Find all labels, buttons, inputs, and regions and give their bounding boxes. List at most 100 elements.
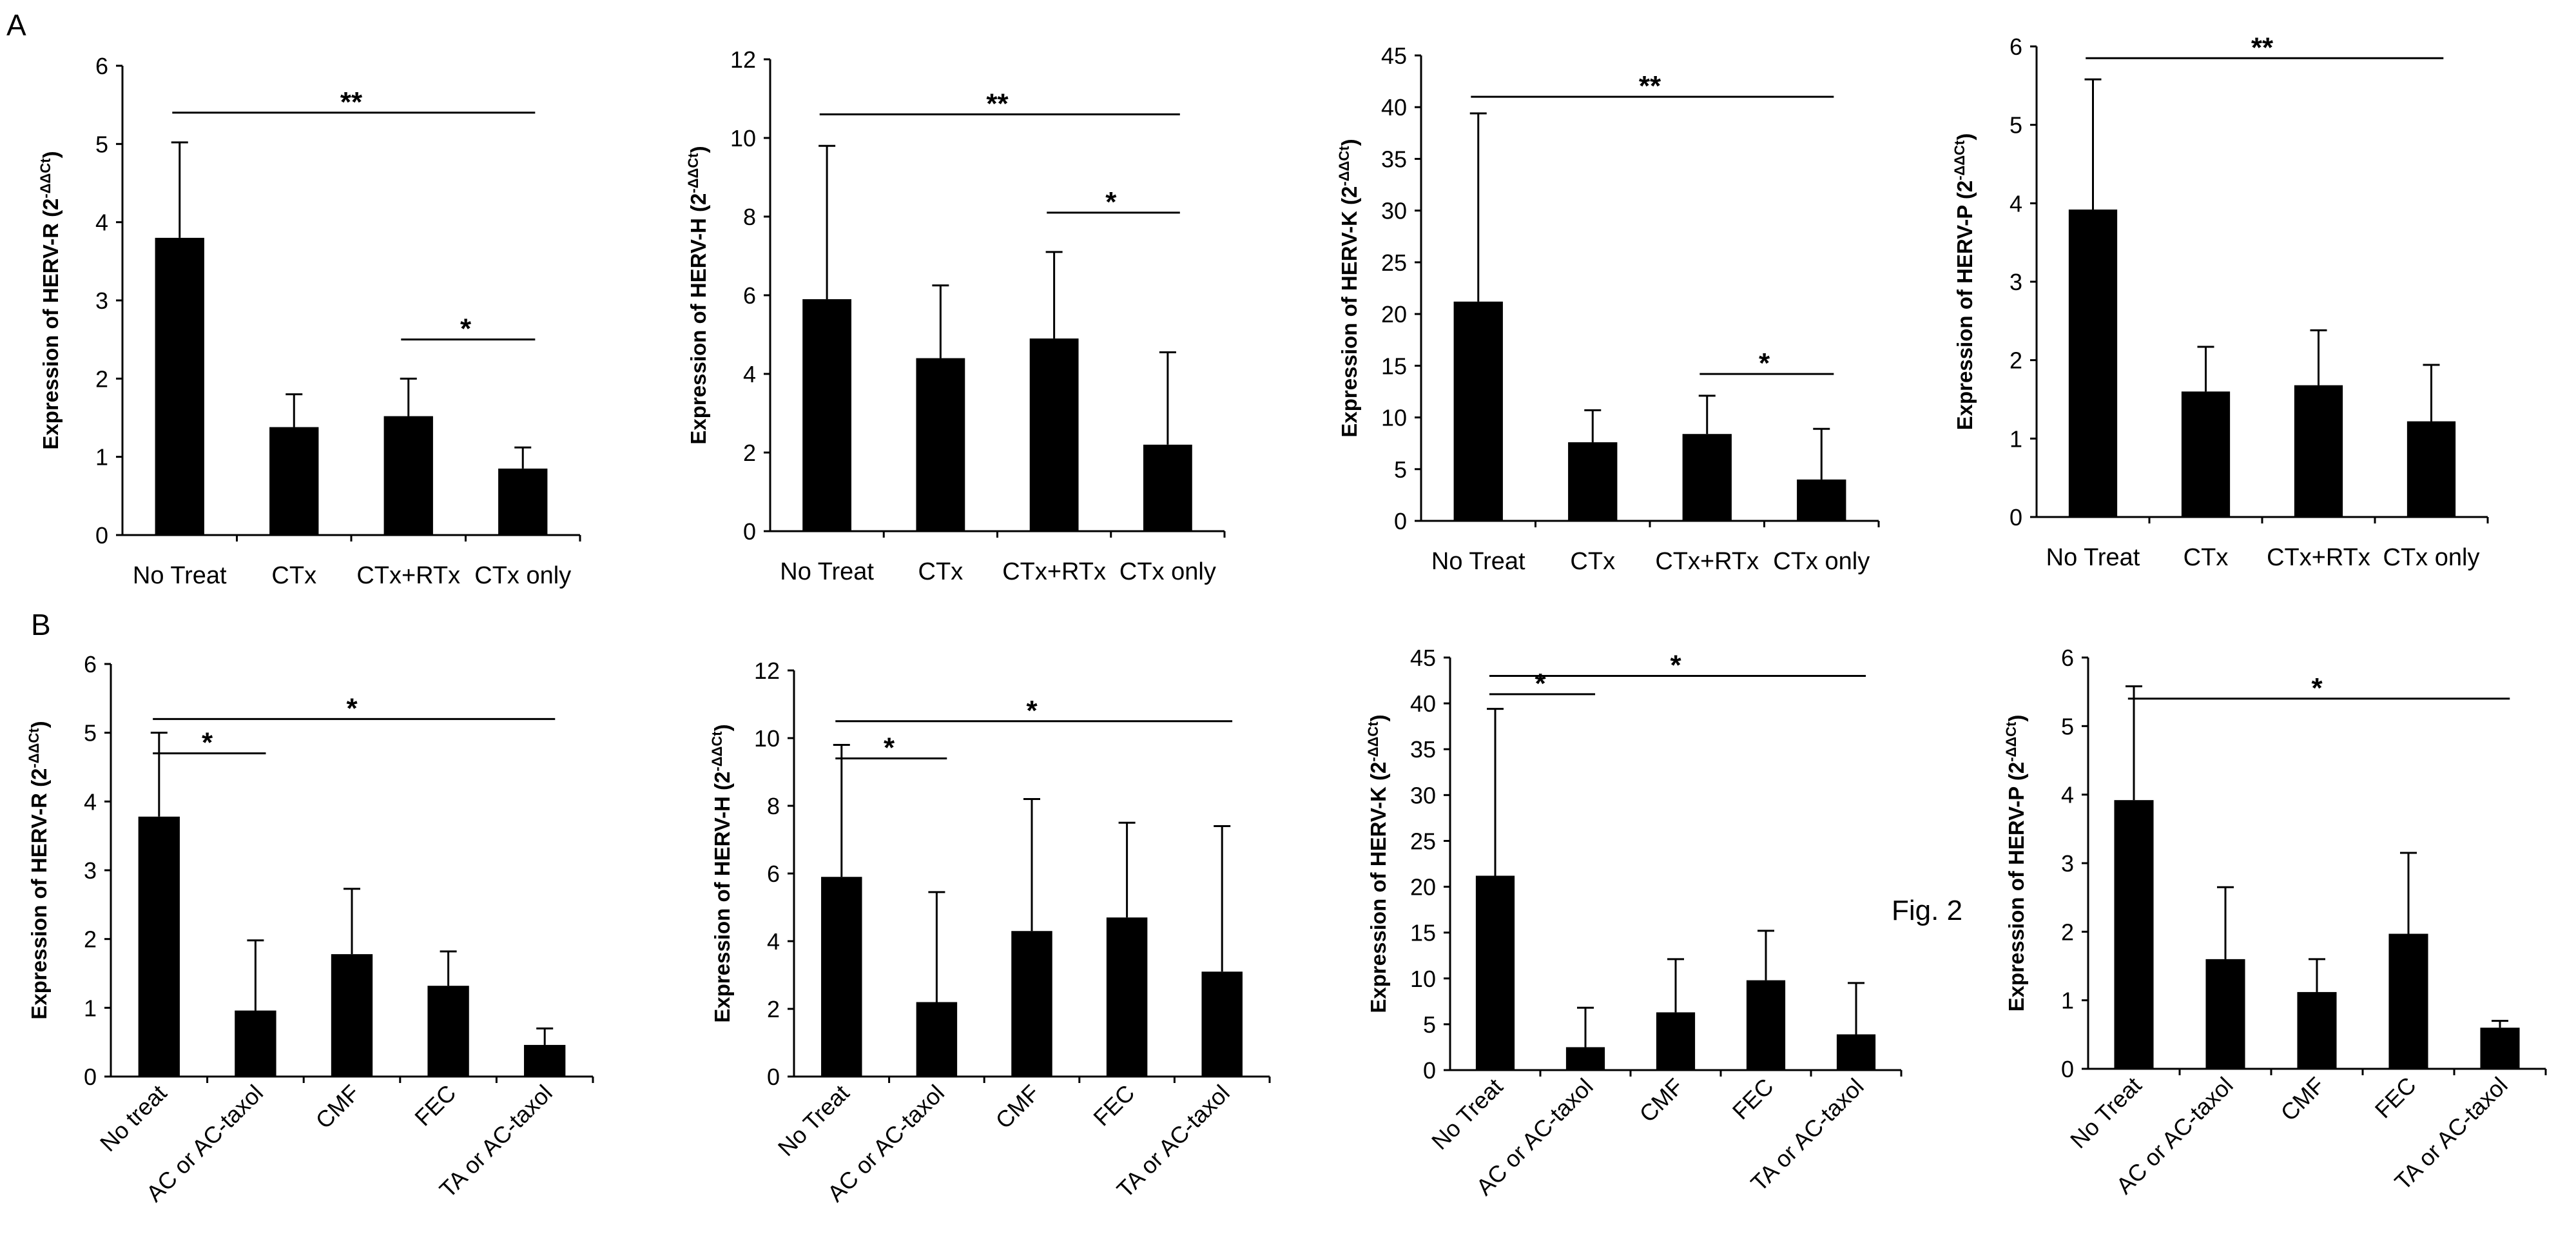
bar (1682, 434, 1732, 521)
y-axis-label-text: Expression of HERV-R (2 (39, 199, 63, 450)
y-axis-label-text: Expression of HERV-R (2 (27, 768, 51, 1020)
y-axis-label-close: ) (1366, 714, 1390, 721)
y-tick-label: 35 (1381, 146, 1407, 172)
y-tick-label: 5 (1394, 456, 1407, 483)
y-axis-label-text: Expression of HERV-H (2 (710, 772, 734, 1023)
y-axis-label-text: Expression of HERV-K (2 (1366, 762, 1390, 1013)
category-label: No Treat (1431, 548, 1525, 575)
y-axis-label-close: ) (1953, 133, 1977, 141)
y-tick-label: 0 (2009, 504, 2022, 531)
y-axis-label-text: Expression of HERV-K (2 (1337, 186, 1361, 438)
bar (802, 299, 852, 531)
y-axis-label: Expression of HERV-P (2-ΔΔCt) (1951, 133, 1977, 431)
bar (524, 1044, 566, 1077)
bar (269, 427, 319, 535)
y-tick-label: 1 (2009, 425, 2022, 452)
y-axis-label: Expression of HERV-R (2-ΔΔCt) (37, 151, 63, 449)
y-tick-label: 12 (754, 658, 780, 684)
y-axis-label-text: Expression of HERV-P (2 (1953, 180, 1977, 431)
y-axis-label: Expression of HERV-R (2-ΔΔCt) (26, 721, 51, 1019)
y-tick-label: 2 (767, 996, 780, 1022)
y-tick-label: 8 (767, 793, 780, 819)
category-label: No Treat (2046, 544, 2140, 571)
bar (2181, 391, 2231, 517)
y-tick-label: 25 (1381, 249, 1407, 276)
y-axis-label-close: ) (27, 721, 51, 728)
y-tick-label: 0 (767, 1064, 780, 1090)
y-tick-label: 8 (743, 204, 756, 230)
category-label: CTx (918, 558, 964, 585)
category-label: No Treat (133, 562, 227, 589)
category-label: No Treat (2065, 1072, 2147, 1154)
y-tick-label: 30 (1381, 198, 1407, 224)
bar (155, 237, 204, 535)
significance-label: * (884, 732, 895, 764)
category-label: CTx (1570, 548, 1615, 575)
category-label: CTx only (2383, 544, 2480, 571)
y-axis-label-superscript: -ΔΔCt (709, 731, 725, 772)
y-tick-label: 4 (743, 361, 756, 387)
y-tick-label: 4 (2009, 190, 2022, 217)
significance-label: * (1759, 347, 1770, 379)
y-tick-label: 6 (84, 651, 97, 678)
category-label: FEC (2370, 1072, 2421, 1124)
category-label: CMF (311, 1080, 365, 1134)
y-tick-label: 3 (95, 288, 108, 314)
y-tick-label: 20 (1410, 874, 1436, 901)
y-tick-label: 45 (1381, 43, 1407, 69)
y-tick-label: 6 (2009, 34, 2022, 60)
y-tick-label: 0 (1423, 1057, 1436, 1084)
bar (916, 1002, 958, 1077)
chart-4: 0 1 2 3 4 5 6 No Treat CTx CTx+RTx CTx only ** Expre… (1951, 32, 2489, 571)
bar (427, 986, 469, 1077)
y-tick-label: 0 (2061, 1056, 2074, 1082)
bar (1746, 980, 1786, 1070)
y-tick-label: 45 (1410, 645, 1436, 671)
y-axis-label: Expression of HERV-H (2-ΔΔCt) (709, 724, 734, 1022)
bar (1201, 971, 1243, 1077)
category-label: CTx (271, 562, 316, 589)
y-tick-label: 4 (767, 928, 780, 955)
y-tick-label: 5 (95, 131, 108, 157)
panel-label-b: B (31, 608, 51, 641)
y-tick-label: 4 (84, 788, 97, 815)
category-label: No treat (95, 1080, 172, 1157)
y-tick-label: 15 (1410, 920, 1436, 946)
bar (1656, 1012, 1696, 1070)
category-label: CMF (1634, 1073, 1689, 1127)
y-tick-label: 0 (95, 522, 108, 549)
y-axis-label-close: ) (710, 724, 734, 731)
bar (2480, 1028, 2520, 1069)
significance-label: * (1670, 649, 1681, 681)
y-tick-label: 6 (2061, 645, 2074, 671)
y-tick-label: 6 (95, 53, 108, 79)
bar (1797, 479, 1846, 521)
y-tick-label: 3 (84, 857, 97, 884)
category-label: CTx only (474, 562, 571, 589)
y-tick-label: 4 (95, 210, 108, 236)
y-tick-label: 2 (84, 926, 97, 953)
y-axis-label: Expression of HERV-K (2-ΔΔCt) (1365, 714, 1390, 1013)
y-tick-label: 10 (730, 125, 756, 151)
y-tick-label: 12 (730, 46, 756, 73)
y-tick-label: 3 (2009, 269, 2022, 295)
significance-label: * (346, 692, 358, 724)
bar (2294, 385, 2343, 517)
y-tick-label: 0 (84, 1064, 97, 1090)
y-tick-label: 5 (2009, 112, 2022, 139)
y-tick-label: 40 (1410, 690, 1436, 717)
chart-3: 0 5 10 15 20 25 30 35 40 45 No Treat CTx CTx+RTx CTx … (1336, 43, 1880, 575)
category-label: CTx+RTx (356, 562, 460, 589)
y-tick-label: 2 (95, 366, 108, 392)
category-label: CTx+RTx (1002, 558, 1106, 585)
bar (2205, 959, 2245, 1069)
y-axis-label-superscript: -ΔΔCt (1365, 721, 1381, 762)
category-label: CMF (991, 1080, 1045, 1134)
panel-label-a: A (6, 8, 26, 42)
